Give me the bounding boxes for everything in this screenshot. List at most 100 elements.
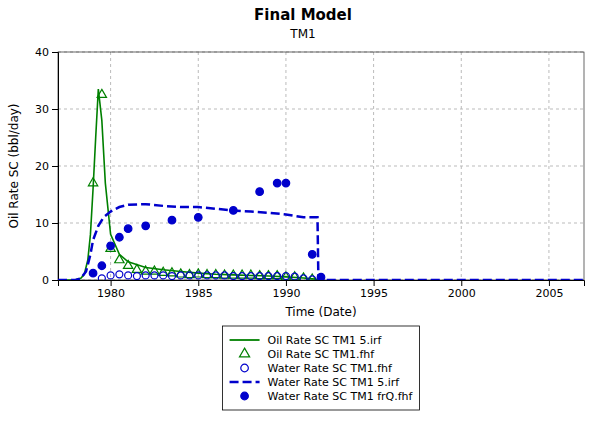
point <box>142 272 149 279</box>
point <box>151 272 158 279</box>
point <box>239 273 246 280</box>
point <box>142 222 150 230</box>
tick-mark <box>198 280 199 286</box>
point <box>255 271 264 279</box>
legend-item: Water Rate SC TM1.fhf <box>241 362 393 375</box>
legend-symbol <box>239 348 249 357</box>
axis-line <box>52 53 59 281</box>
tick-label: 1990 <box>272 287 300 300</box>
point <box>107 242 115 250</box>
legend-label: Water Rate SC TM1 frQ.fhf <box>268 390 414 403</box>
tick: 1995 <box>360 280 388 300</box>
point <box>220 270 229 278</box>
point <box>282 179 290 187</box>
point <box>88 178 97 186</box>
legend-symbol <box>230 339 260 341</box>
plot: 1980 1985 1990 1995 2000 2005 0 10 20 30 40 Time (D… <box>7 46 585 319</box>
legend-symbol <box>230 381 260 384</box>
x-axis-label: Time (Date) <box>284 305 356 319</box>
tick-mark <box>374 280 375 286</box>
title: Final Model <box>254 6 352 24</box>
legend-item: Oil Rate SC TM1.fhf <box>239 348 375 361</box>
tick-mark <box>52 109 58 110</box>
tick-mark <box>52 280 58 281</box>
point <box>107 272 114 279</box>
tick-label: 2005 <box>535 287 563 300</box>
legend-symbol <box>241 364 249 372</box>
point <box>194 214 202 222</box>
point <box>230 207 238 215</box>
line <box>58 89 321 280</box>
tick: 30 <box>35 103 58 116</box>
axis-line <box>59 281 585 287</box>
legend: Oil Rate SC TM1 5.irfOil Rate SC TM1.fhf… <box>223 326 420 410</box>
point <box>299 273 308 280</box>
tick-mark <box>549 280 550 286</box>
tick-label: 20 <box>35 160 49 173</box>
tick-label: 1985 <box>185 287 213 300</box>
y-axis: 0 10 20 30 40 <box>35 46 59 287</box>
point <box>177 272 184 279</box>
point <box>300 275 307 280</box>
point <box>123 260 132 268</box>
tick: 0 <box>42 274 58 287</box>
tick-mark <box>111 280 112 286</box>
tick-label: 40 <box>35 46 49 59</box>
legend-label: Water Rate SC TM1 5.irf <box>268 376 401 389</box>
grid-line <box>58 223 584 224</box>
tick-label: 2000 <box>448 287 476 300</box>
point <box>168 216 176 224</box>
point <box>221 272 228 279</box>
point <box>273 179 281 187</box>
point <box>115 255 124 263</box>
legend-frame <box>223 326 420 410</box>
point <box>230 273 237 280</box>
tick-mark <box>461 280 462 286</box>
point <box>317 273 325 280</box>
tick: 20 <box>35 160 58 173</box>
tick: 10 <box>35 217 58 230</box>
marks <box>58 89 584 280</box>
tick-label: 10 <box>35 217 49 230</box>
grid-line <box>58 109 584 110</box>
plot-frame <box>58 52 584 280</box>
point <box>265 273 272 280</box>
point <box>124 225 132 233</box>
tick: 2005 <box>535 280 563 300</box>
point <box>97 89 106 97</box>
tick: 1990 <box>272 280 300 300</box>
point <box>291 273 298 280</box>
legend-label: Water Rate SC TM1.fhf <box>268 362 393 375</box>
subtitle: TM1 <box>289 27 315 41</box>
point <box>132 264 141 272</box>
point <box>256 188 264 196</box>
legend-label: Oil Rate SC TM1.fhf <box>268 348 376 361</box>
point <box>247 273 254 280</box>
chart: Final ModelTM119801985199019952000200501… <box>0 0 606 424</box>
tick-mark <box>286 280 287 286</box>
line <box>58 204 584 280</box>
grid-line <box>58 166 584 167</box>
point <box>309 276 316 280</box>
tick-label: 1980 <box>97 287 125 300</box>
tick: 1980 <box>97 280 125 300</box>
point <box>282 273 289 280</box>
x-axis: 1980 1985 1990 1995 2000 2005 <box>59 280 585 300</box>
point <box>98 262 106 270</box>
point <box>98 275 105 280</box>
tick: 40 <box>35 46 58 59</box>
tick-mark <box>52 166 58 167</box>
point <box>125 272 132 279</box>
grid-line <box>373 52 374 280</box>
point <box>141 266 150 274</box>
tick: 1985 <box>185 280 213 300</box>
point <box>281 272 290 280</box>
y-axis-label: Oil Rate SC (bbl/day) <box>7 103 21 228</box>
point <box>264 271 273 279</box>
point <box>212 272 219 279</box>
tick-label: 1995 <box>360 287 388 300</box>
legend-symbol <box>241 392 249 400</box>
point <box>168 273 175 280</box>
point <box>204 272 211 279</box>
point <box>272 271 281 279</box>
